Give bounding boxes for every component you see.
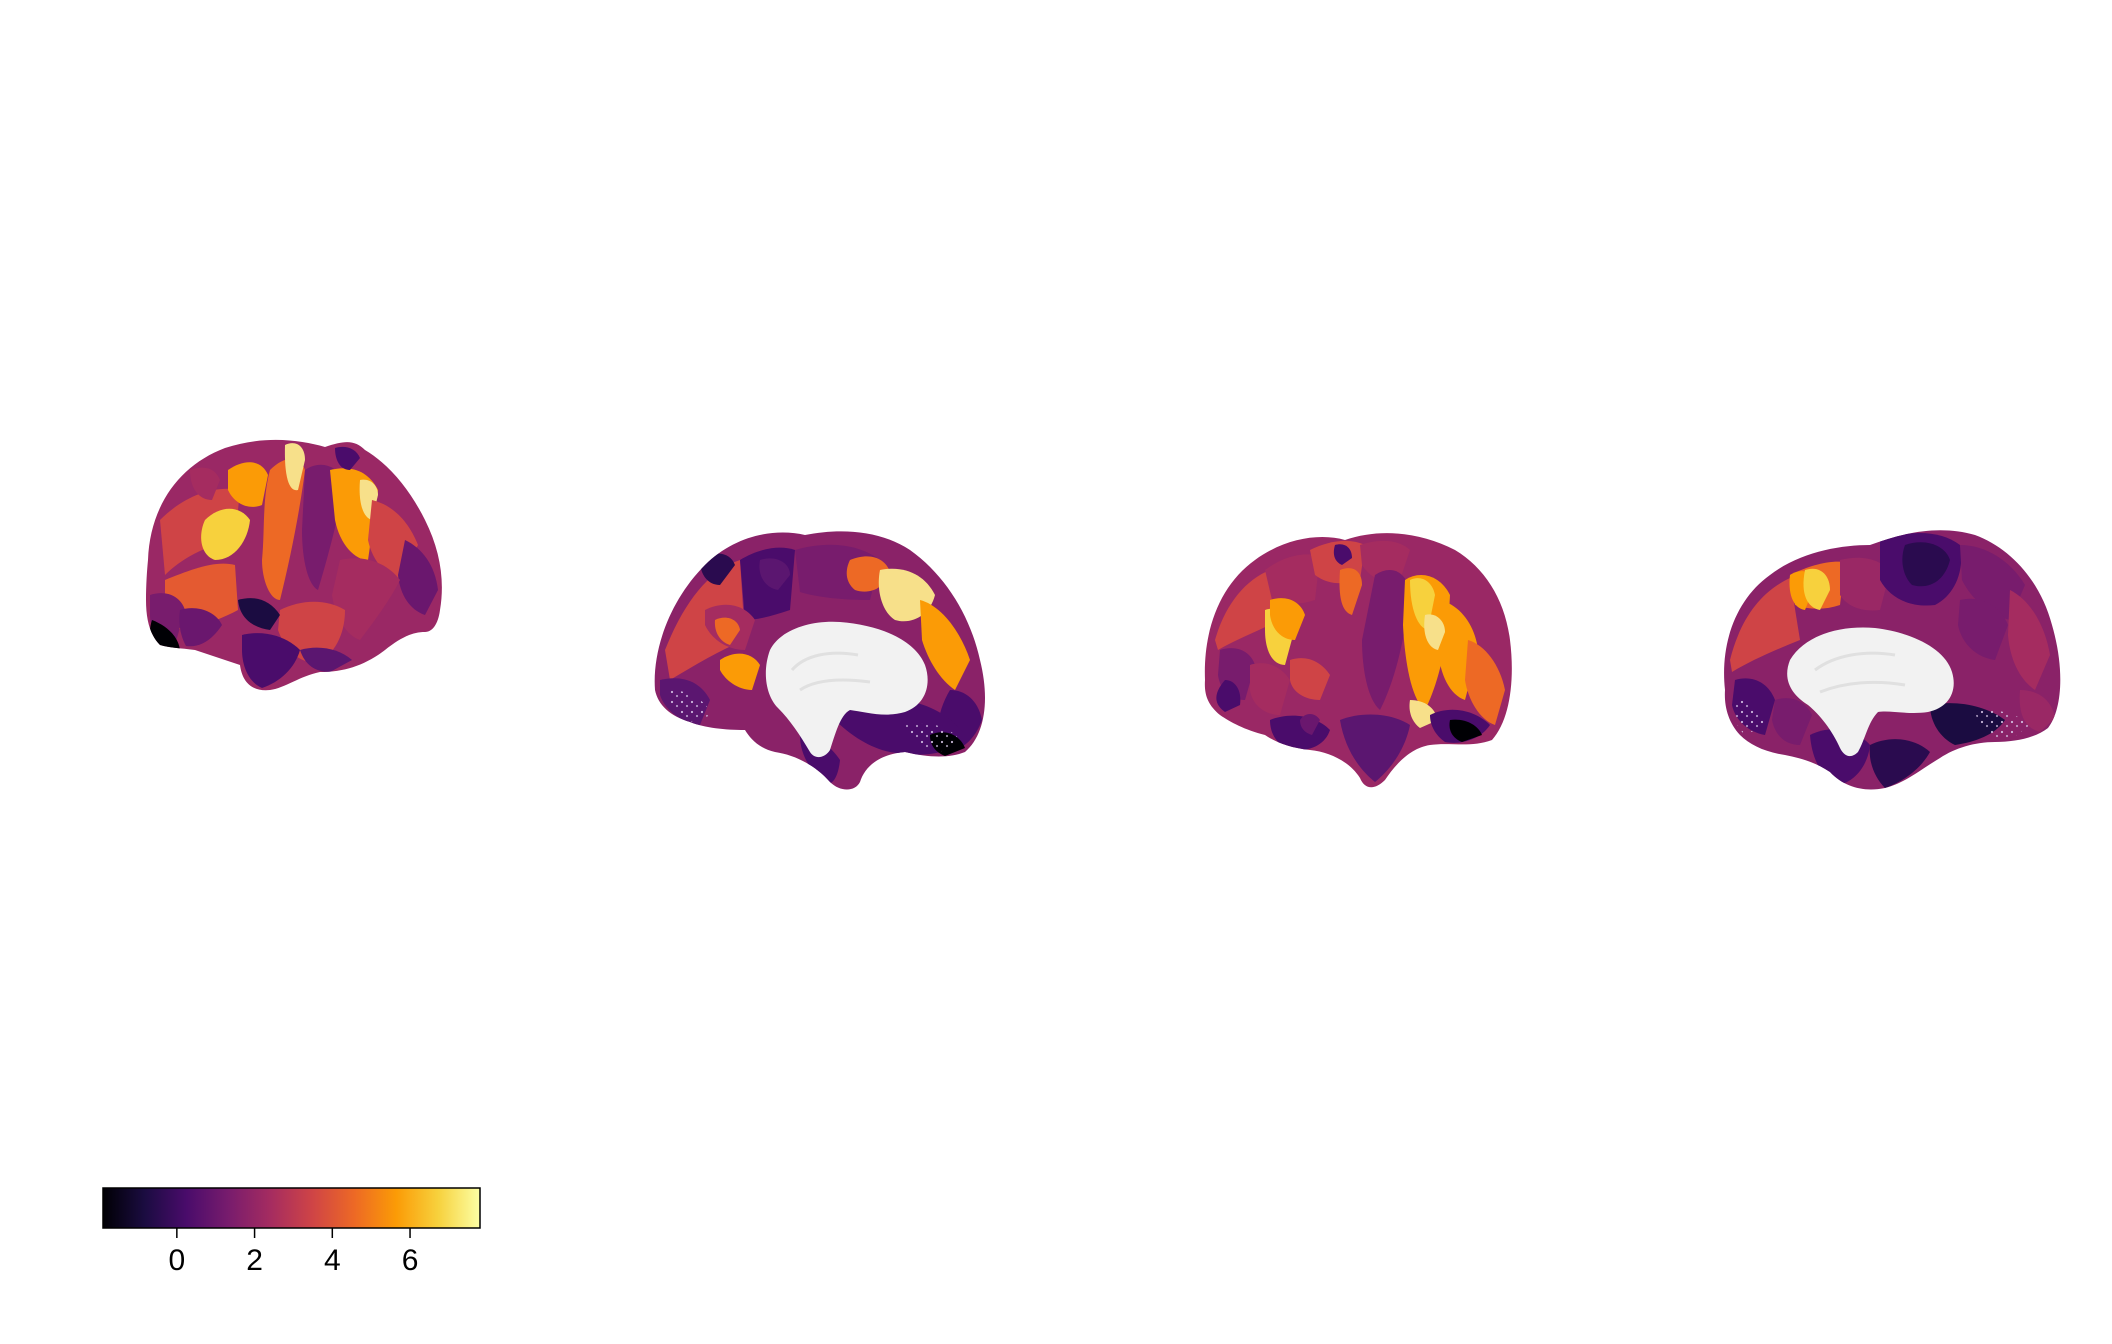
colorbar-tick-label: 6 xyxy=(402,1244,419,1277)
medial-wall xyxy=(1787,627,1954,757)
colorbar: 0 2 4 6 xyxy=(102,1187,481,1277)
colorbar-tick-label: 4 xyxy=(324,1244,341,1277)
medial-wall xyxy=(765,621,928,758)
brain-view-right-lateral xyxy=(1204,533,1512,788)
brain-view-right-medial xyxy=(1724,530,2061,790)
colorbar-tick-label: 2 xyxy=(246,1244,263,1277)
brain-view-left-medial xyxy=(654,531,985,790)
brain-view-left-lateral xyxy=(146,439,442,691)
colorbar-gradient xyxy=(102,1187,481,1229)
colorbar-ticks: 0 2 4 6 xyxy=(169,1228,419,1277)
colorbar-tick-label: 0 xyxy=(169,1244,186,1277)
